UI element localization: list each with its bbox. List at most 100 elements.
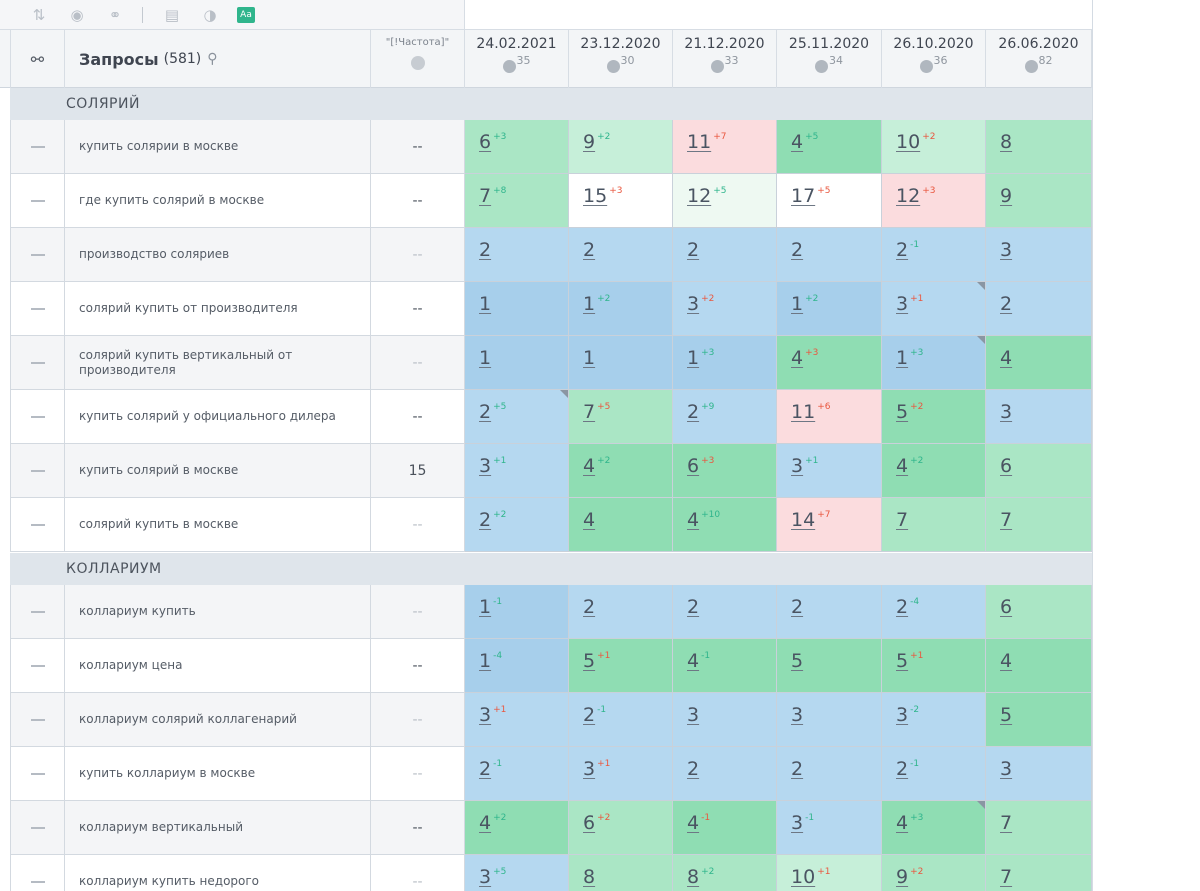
position-value[interactable]: 1	[687, 347, 700, 369]
position-cell[interactable]: 3 -2	[882, 693, 986, 747]
position-cell[interactable]: 3 +1	[882, 282, 986, 336]
row-toggle[interactable]	[10, 336, 65, 390]
position-cell[interactable]: 9	[986, 174, 1092, 228]
position-cell[interactable]: 4 +3	[882, 801, 986, 855]
position-value[interactable]: 12	[896, 185, 921, 207]
position-value[interactable]: 4	[583, 455, 596, 477]
position-cell[interactable]: 11 +6	[777, 390, 882, 444]
position-value[interactable]: 15	[583, 185, 608, 207]
position-value[interactable]: 8	[687, 866, 700, 888]
position-value[interactable]: 3	[1000, 758, 1013, 780]
position-cell[interactable]: 7	[986, 855, 1092, 891]
position-cell[interactable]: 3	[673, 693, 777, 747]
position-cell[interactable]: 7 +5	[569, 390, 673, 444]
position-cell[interactable]: 9 +2	[569, 120, 673, 174]
position-value[interactable]: 10	[896, 131, 921, 153]
position-value[interactable]: 2	[583, 596, 596, 618]
sort-icon[interactable]: ⇅	[32, 5, 46, 24]
position-value[interactable]: 2	[479, 401, 492, 423]
queries-header[interactable]: Запросы (581) ⚲	[65, 30, 371, 88]
position-cell[interactable]: 2	[777, 585, 882, 639]
position-value[interactable]: 5	[1000, 704, 1013, 726]
position-value[interactable]: 4	[791, 131, 804, 153]
position-cell[interactable]: 2 -1	[882, 747, 986, 801]
position-cell[interactable]: 4 +2	[465, 801, 569, 855]
position-cell[interactable]: 2 -4	[882, 585, 986, 639]
row-toggle[interactable]	[10, 693, 65, 747]
position-value[interactable]: 11	[687, 131, 712, 153]
position-value[interactable]: 7	[1000, 509, 1013, 531]
position-cell[interactable]: 2 -1	[882, 228, 986, 282]
position-value[interactable]: 5	[896, 401, 909, 423]
position-cell[interactable]: 2 +5	[465, 390, 569, 444]
position-value[interactable]: 3	[583, 758, 596, 780]
position-cell[interactable]: 2	[673, 747, 777, 801]
position-cell[interactable]: 4 +5	[777, 120, 882, 174]
position-value[interactable]: 3	[1000, 401, 1013, 423]
text-format-icon[interactable]: Aa	[237, 6, 255, 23]
position-cell[interactable]: 2 -1	[569, 693, 673, 747]
contrast-icon[interactable]: ◑	[203, 5, 217, 24]
position-cell[interactable]: 2	[673, 585, 777, 639]
position-value[interactable]: 5	[791, 650, 804, 672]
position-cell[interactable]: 2	[986, 282, 1092, 336]
position-value[interactable]: 2	[896, 239, 909, 261]
position-cell[interactable]: 2	[569, 585, 673, 639]
position-cell[interactable]: 1 +3	[673, 336, 777, 390]
position-cell[interactable]: 1	[465, 282, 569, 336]
position-cell[interactable]: 4 -1	[673, 639, 777, 693]
row-toggle[interactable]	[10, 444, 65, 498]
position-value[interactable]: 3	[479, 704, 492, 726]
position-cell[interactable]: 11 +7	[673, 120, 777, 174]
position-cell[interactable]: 3 +1	[569, 747, 673, 801]
position-value[interactable]: 4	[687, 812, 700, 834]
position-value[interactable]: 1	[583, 293, 596, 315]
position-cell[interactable]: 6 +3	[673, 444, 777, 498]
position-cell[interactable]: 1 -4	[465, 639, 569, 693]
position-cell[interactable]: 1 +2	[569, 282, 673, 336]
position-cell[interactable]: 9 +2	[882, 855, 986, 891]
position-cell[interactable]: 4 +2	[882, 444, 986, 498]
row-toggle[interactable]	[10, 855, 65, 891]
position-cell[interactable]: 4 +2	[569, 444, 673, 498]
position-cell[interactable]: 1	[465, 336, 569, 390]
position-value[interactable]: 1	[479, 650, 492, 672]
search-icon[interactable]: ⚲	[207, 51, 218, 67]
position-value[interactable]: 2	[687, 596, 700, 618]
position-cell[interactable]: 5 +1	[882, 639, 986, 693]
date-column-header[interactable]: 24.02.2021 35	[465, 30, 569, 88]
position-value[interactable]: 2	[791, 596, 804, 618]
position-cell[interactable]: 14 +7	[777, 498, 882, 552]
position-cell[interactable]: 7	[986, 801, 1092, 855]
position-cell[interactable]: 4	[986, 336, 1092, 390]
position-value[interactable]: 4	[687, 650, 700, 672]
position-cell[interactable]: 3	[986, 390, 1092, 444]
position-cell[interactable]: 7 +8	[465, 174, 569, 228]
position-cell[interactable]: 2 +9	[673, 390, 777, 444]
position-value[interactable]: 1	[583, 347, 596, 369]
position-value[interactable]: 14	[791, 509, 816, 531]
position-cell[interactable]: 5	[777, 639, 882, 693]
position-value[interactable]: 6	[479, 131, 492, 153]
position-value[interactable]: 17	[791, 185, 816, 207]
position-value[interactable]: 2	[479, 239, 492, 261]
position-cell[interactable]: 4 -1	[673, 801, 777, 855]
position-value[interactable]: 4	[687, 509, 700, 531]
position-value[interactable]: 6	[1000, 455, 1013, 477]
position-cell[interactable]: 2	[465, 228, 569, 282]
position-value[interactable]: 7	[896, 509, 909, 531]
position-cell[interactable]: 1	[569, 336, 673, 390]
position-value[interactable]: 3	[896, 704, 909, 726]
position-cell[interactable]: 3 +5	[465, 855, 569, 891]
position-value[interactable]: 2	[583, 704, 596, 726]
position-value[interactable]: 4	[583, 509, 596, 531]
position-cell[interactable]: 2	[673, 228, 777, 282]
date-column-header[interactable]: 21.12.2020 33	[673, 30, 777, 88]
row-toggle[interactable]	[10, 390, 65, 444]
position-cell[interactable]: 4 +10	[673, 498, 777, 552]
row-toggle[interactable]	[10, 585, 65, 639]
position-value[interactable]: 2	[479, 509, 492, 531]
date-column-header[interactable]: 23.12.2020 30	[569, 30, 673, 88]
position-value[interactable]: 4	[1000, 650, 1013, 672]
position-cell[interactable]: 7	[986, 498, 1092, 552]
